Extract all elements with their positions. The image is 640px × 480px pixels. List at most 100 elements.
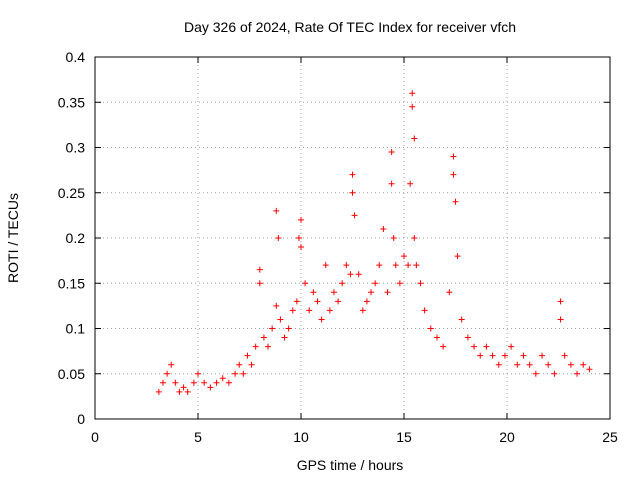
data-point [380, 225, 387, 232]
data-point [275, 235, 282, 241]
data-point [452, 198, 459, 205]
data-point [190, 379, 197, 386]
x-tick-label: 0 [91, 429, 99, 445]
data-point [409, 90, 416, 97]
x-tick-label: 15 [396, 429, 412, 445]
data-point [326, 307, 333, 314]
x-tick-label: 20 [499, 429, 515, 445]
x-tick-label: 5 [194, 429, 202, 445]
data-point [359, 307, 366, 314]
data-point [298, 244, 304, 251]
data-point [413, 262, 420, 269]
data-point [176, 388, 183, 395]
data-point [236, 361, 243, 368]
data-point [269, 325, 276, 332]
data-point [574, 370, 581, 377]
data-point [351, 212, 358, 219]
data-point [454, 253, 461, 260]
data-point [396, 280, 403, 287]
data-point [219, 375, 226, 382]
data-point [302, 280, 309, 287]
data-point [343, 262, 350, 269]
data-point [232, 370, 239, 377]
data-point [310, 289, 317, 296]
y-axis-ticks: 0 0.05 0.1 0.15 0.2 0.25 0.3 0.35 0.4 [58, 49, 610, 427]
data-point [195, 370, 201, 377]
data-point [285, 325, 292, 332]
data-point [557, 298, 564, 305]
data-point [372, 280, 379, 287]
x-tick-label: 10 [293, 429, 309, 445]
data-point [557, 316, 564, 323]
data-point [586, 366, 593, 373]
data-point [273, 207, 280, 214]
data-point [252, 343, 259, 350]
data-point [409, 103, 416, 110]
data-point [450, 171, 457, 178]
data-point [293, 298, 300, 305]
data-point [213, 379, 220, 386]
data-point [256, 266, 263, 273]
data-point [401, 253, 407, 260]
data-point [580, 361, 587, 368]
data-point [390, 235, 397, 241]
data-points [155, 90, 593, 395]
x-axis-label: GPS time / hours [297, 457, 404, 473]
y-tick-label: 0.2 [66, 230, 86, 246]
data-point [384, 289, 391, 296]
data-point [405, 262, 412, 269]
data-point [526, 361, 533, 368]
data-point [427, 325, 434, 332]
data-point [281, 334, 288, 341]
data-point [477, 352, 484, 359]
data-point [440, 343, 447, 350]
data-point [347, 271, 354, 278]
data-point [458, 316, 465, 323]
data-point [421, 307, 428, 314]
data-point [501, 352, 508, 359]
data-point [265, 343, 272, 350]
data-point [349, 171, 356, 178]
data-point [318, 316, 325, 323]
data-point [240, 370, 247, 377]
data-point [545, 361, 552, 368]
x-axis-ticks: 0 5 10 15 20 25 [91, 57, 618, 445]
y-tick-label: 0.25 [58, 185, 85, 201]
data-point [561, 352, 568, 359]
y-tick-label: 0.05 [58, 366, 85, 382]
data-point [464, 334, 471, 341]
y-tick-label: 0.3 [66, 140, 86, 156]
data-point [207, 384, 214, 391]
data-point [388, 180, 395, 187]
data-point [322, 262, 329, 269]
data-point [376, 262, 383, 269]
data-point [184, 388, 191, 395]
data-point [244, 352, 251, 359]
data-point [532, 370, 539, 377]
data-point [450, 153, 457, 160]
data-point [168, 361, 175, 368]
data-point [349, 189, 356, 196]
y-tick-label: 0.1 [66, 321, 86, 337]
data-point [495, 361, 502, 368]
data-point [295, 235, 302, 241]
data-point [392, 262, 399, 269]
data-point [407, 180, 414, 187]
data-point [567, 361, 574, 368]
data-point [539, 352, 546, 359]
data-point [508, 343, 515, 350]
y-tick-label: 0.35 [58, 94, 85, 110]
data-point [433, 334, 440, 341]
data-point [471, 343, 478, 350]
data-point [330, 289, 337, 296]
data-point [289, 307, 296, 314]
data-point [551, 370, 558, 377]
data-point [180, 384, 187, 391]
data-point [368, 289, 375, 296]
data-point [483, 343, 490, 350]
chart-title: Day 326 of 2024, Rate Of TEC Index for r… [184, 19, 516, 35]
data-point [164, 370, 171, 377]
data-point [306, 307, 313, 314]
data-point [363, 298, 370, 305]
data-point [388, 149, 395, 156]
